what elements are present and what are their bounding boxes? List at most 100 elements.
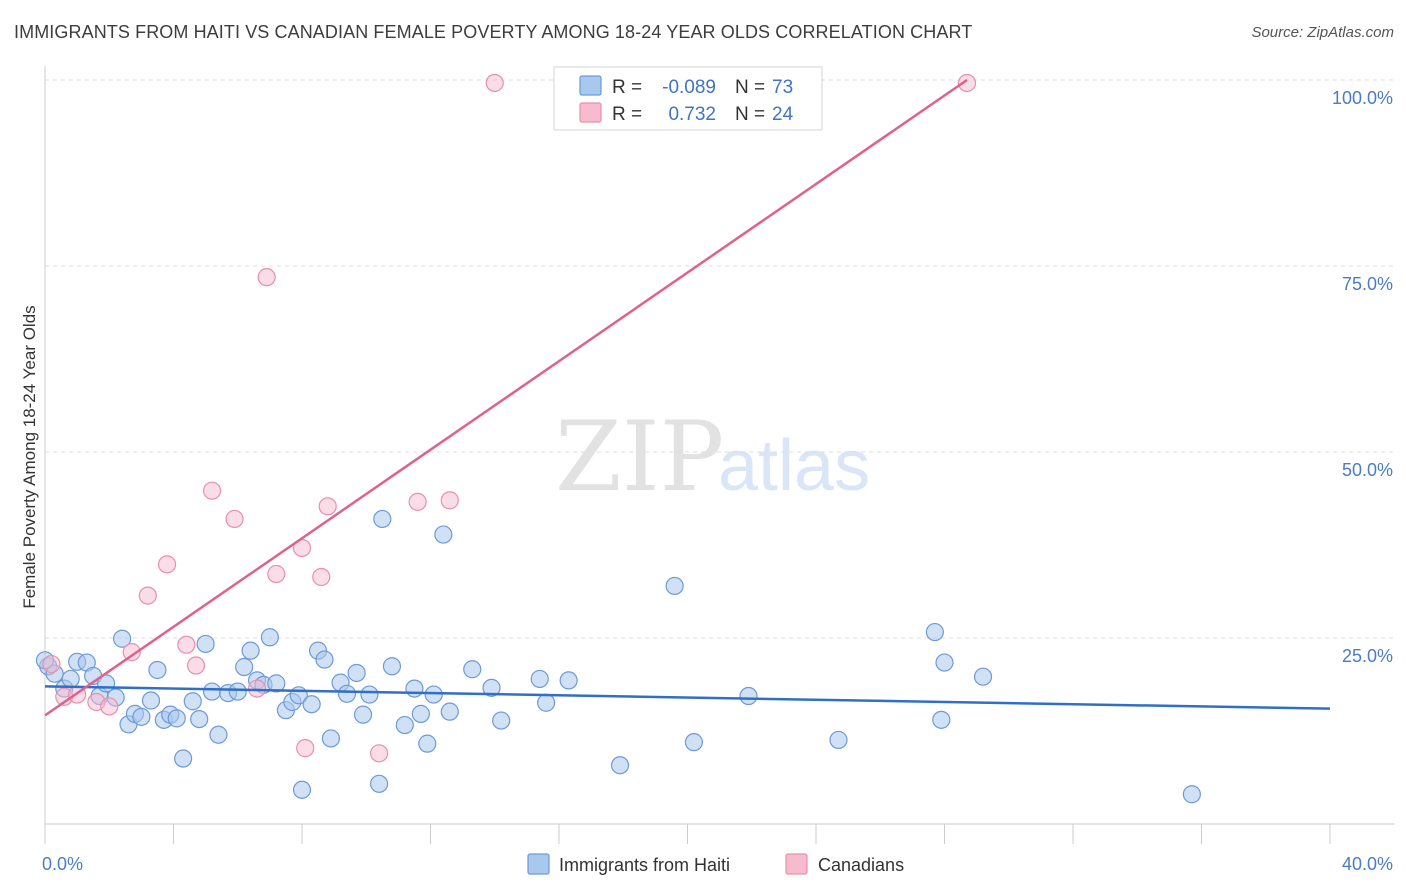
data-point-haiti	[463, 660, 482, 679]
legend-swatch-immigrants-from-haiti	[527, 853, 550, 875]
legend-r-value: -0.089	[662, 77, 716, 98]
data-point-haiti	[665, 576, 684, 596]
data-point-haiti	[167, 709, 186, 728]
data-point-haiti	[183, 692, 202, 711]
data-point-canadians	[42, 654, 61, 674]
data-point-canadians	[247, 679, 267, 698]
data-point-haiti	[373, 509, 392, 529]
watermark-zip: ZIP	[555, 401, 724, 513]
data-point-haiti	[292, 780, 312, 799]
data-point-haiti	[267, 674, 286, 693]
data-point-haiti	[174, 749, 193, 768]
data-point-haiti	[537, 693, 556, 712]
data-point-haiti	[382, 657, 402, 676]
data-point-haiti	[829, 730, 848, 750]
data-point-haiti	[132, 707, 151, 726]
data-point-haiti	[347, 663, 366, 683]
data-point-canadians	[177, 635, 196, 654]
data-point-haiti	[932, 710, 951, 729]
grid-lines	[45, 79, 1394, 639]
series-immigrants-from-haiti	[35, 509, 1201, 804]
data-point-canadians	[408, 492, 427, 511]
data-point-haiti	[405, 679, 424, 698]
data-point-haiti	[684, 733, 704, 752]
legend-n-value: 24	[772, 104, 794, 125]
source-label: Source: ZipAtlas.com	[1251, 24, 1394, 41]
data-point-haiti	[228, 682, 247, 701]
data-point-canadians	[122, 643, 141, 662]
legend-r-value: 0.732	[668, 104, 716, 125]
legend-swatch-blue	[579, 75, 602, 96]
data-point-haiti	[337, 684, 357, 703]
data-point-haiti	[925, 622, 944, 642]
data-point-haiti	[260, 628, 279, 647]
data-point-canadians	[225, 509, 244, 529]
data-point-haiti	[148, 660, 167, 680]
data-point-canadians	[318, 497, 337, 516]
legend-r-label: R =	[612, 104, 642, 125]
data-point-haiti	[61, 669, 80, 689]
y-axis-label: Female Poverty Among 18-24 Year Olds	[20, 305, 39, 608]
data-point-haiti	[559, 671, 578, 690]
trend-line-haiti	[44, 685, 1331, 710]
y-tick-label: 50.0%	[1342, 460, 1393, 480]
data-point-haiti	[530, 669, 549, 689]
data-point-haiti	[196, 634, 215, 654]
y-tick-label: 25.0%	[1342, 646, 1393, 666]
legend-label-canadians: Canadians	[818, 855, 904, 875]
data-point-haiti	[610, 756, 630, 775]
series-legend: Immigrants from Haiti Canadians	[527, 853, 904, 875]
data-point-haiti	[935, 653, 954, 672]
data-point-haiti	[353, 705, 373, 724]
data-point-haiti	[141, 691, 161, 710]
data-point-haiti	[190, 709, 209, 729]
data-point-canadians	[440, 491, 459, 510]
legend-n-label: N =	[735, 104, 765, 125]
data-point-haiti	[424, 685, 443, 704]
data-point-haiti	[482, 678, 501, 697]
legend-n-label: N =	[735, 77, 765, 98]
data-point-haiti	[112, 629, 132, 648]
data-point-haiti	[492, 711, 511, 730]
axes	[44, 66, 1394, 844]
data-point-canadians	[296, 739, 315, 758]
data-point-haiti	[418, 734, 437, 753]
data-point-haiti	[202, 682, 222, 701]
data-point-haiti	[440, 702, 459, 721]
data-point-canadians	[202, 481, 222, 500]
data-point-haiti	[235, 657, 254, 677]
data-point-canadians	[370, 744, 389, 763]
legend-n-value: 73	[772, 77, 793, 98]
data-point-haiti	[321, 729, 341, 748]
data-point-haiti	[434, 525, 453, 544]
x-tick-label: 40.0%	[1342, 854, 1393, 874]
data-point-canadians	[312, 567, 331, 587]
x-tick-labels: 0.0% 40.0%	[42, 854, 1393, 874]
data-point-haiti	[315, 650, 334, 669]
data-point-haiti	[360, 685, 379, 704]
data-point-haiti	[1182, 785, 1201, 804]
data-point-canadians	[257, 268, 276, 287]
data-point-canadians	[957, 73, 977, 93]
x-tick-label: 0.0%	[42, 854, 83, 874]
y-tick-label: 75.0%	[1342, 274, 1393, 294]
data-point-canadians	[100, 697, 119, 716]
data-point-haiti	[739, 686, 758, 706]
data-point-haiti	[209, 725, 228, 744]
data-point-canadians	[138, 586, 157, 605]
series-canadians	[42, 73, 977, 763]
legend-swatch-pink	[579, 102, 602, 123]
legend-swatch-canadians	[785, 853, 808, 875]
watermark-atlas: atlas	[718, 426, 870, 506]
data-point-canadians	[485, 73, 504, 93]
trend-lines	[44, 78, 1331, 717]
legend-r-label: R =	[612, 77, 642, 98]
data-point-haiti	[395, 715, 414, 735]
chart-title: IMMIGRANTS FROM HAITI VS CANADIAN FEMALE…	[14, 22, 973, 42]
y-tick-label: 100.0%	[1332, 88, 1393, 108]
data-point-haiti	[973, 667, 993, 686]
data-point-canadians	[157, 555, 177, 574]
data-point-haiti	[411, 704, 430, 723]
legend-label-immigrants-from-haiti: Immigrants from Haiti	[559, 855, 730, 875]
